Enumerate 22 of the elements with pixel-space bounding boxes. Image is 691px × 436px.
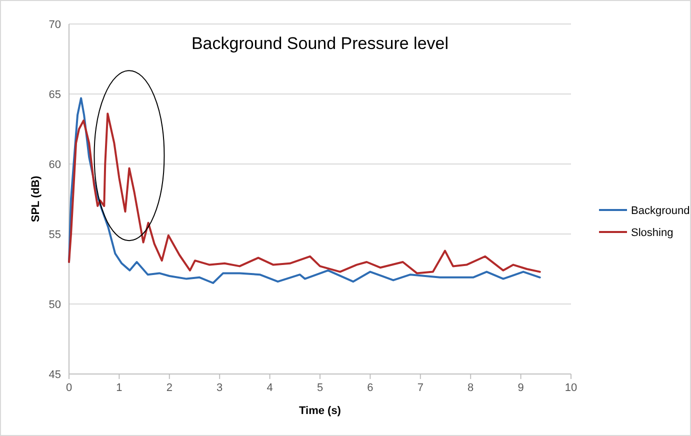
x-tick-label: 1 — [116, 382, 122, 394]
x-tick-label: 10 — [564, 382, 578, 394]
y-tick-label: 55 — [48, 229, 61, 241]
y-tick-label: 60 — [48, 159, 61, 171]
y-tick-label: 70 — [48, 19, 61, 31]
x-tick-label: 6 — [367, 382, 374, 394]
x-tick-label: 8 — [468, 382, 474, 394]
x-tick-label: 3 — [216, 382, 223, 394]
x-tick-label: 2 — [166, 382, 172, 394]
y-tick-label: 50 — [48, 299, 61, 311]
x-tick-label: 7 — [417, 382, 424, 394]
x-tick-label: 0 — [66, 382, 72, 394]
text: Background Sound Pressure level — [191, 34, 449, 53]
x-tick-label: 4 — [266, 382, 273, 394]
legend-label: Sloshing — [631, 227, 674, 239]
y-tick-label: 45 — [48, 369, 61, 381]
x-tick-label: 9 — [518, 382, 524, 394]
x-axis-title: Time (s) — [299, 405, 342, 417]
legend-label: Background — [631, 205, 690, 217]
y-tick-label: 65 — [48, 89, 61, 101]
x-tick-label: 5 — [316, 382, 324, 394]
y-axis-title: SPL (dB) — [30, 176, 42, 222]
